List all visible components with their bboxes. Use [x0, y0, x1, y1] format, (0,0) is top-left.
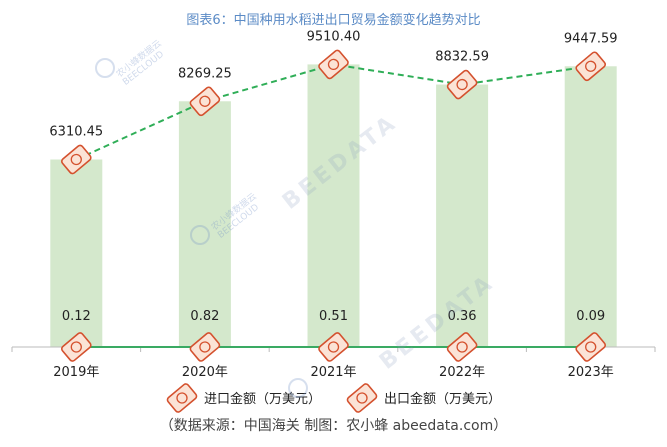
export-bar-2019年: [50, 159, 103, 347]
watermark-logo-1: [95, 58, 115, 78]
export-marker-2023年: [575, 51, 607, 82]
export-bar-2023年: [564, 66, 617, 348]
import-label-2020年: 0.82: [190, 309, 219, 324]
x-label-2021年: 2021年: [310, 365, 356, 380]
export-bar-2022年: [436, 84, 489, 347]
export-label-2019年: 6310.45: [49, 124, 103, 139]
watermark-logo-2: [190, 225, 210, 245]
import-label-2023年: 0.09: [576, 309, 605, 324]
import-label-2019年: 0.12: [62, 309, 91, 324]
legend-export-marker: [346, 383, 378, 413]
chart-title: 图表6：中国种用水稻进出口贸易金额变化趋势对比: [186, 13, 481, 28]
import-marker-2019年: [60, 332, 92, 362]
import-marker-2020年: [189, 332, 221, 362]
import-label-2021年: 0.51: [319, 309, 348, 324]
x-label-2020年: 2020年: [182, 365, 228, 380]
import-marker-2023年: [575, 332, 607, 362]
x-label-2022年: 2022年: [439, 365, 485, 380]
export-marker-2021年: [318, 49, 349, 80]
import-marker-2021年: [318, 332, 349, 362]
export-marker-2019年: [60, 144, 92, 175]
export-bar-2021年: [307, 64, 360, 347]
export-marker-2020年: [189, 86, 221, 117]
import-marker-2022年: [446, 332, 478, 362]
export-label-2023年: 9447.59: [564, 31, 618, 46]
watermark-logo-3: [288, 378, 308, 398]
legend-export-label: 出口金额（万美元）: [384, 391, 501, 407]
export-label-2020年: 8269.25: [178, 66, 232, 81]
source-note: （数据来源：中国海关 制图：农小蜂 abeedata.com）: [159, 418, 508, 434]
export-marker-2022年: [446, 69, 478, 100]
import-label-2022年: 0.36: [448, 309, 477, 324]
export-label-2021年: 9510.40: [307, 29, 361, 44]
x-label-2023年: 2023年: [568, 365, 614, 380]
legend-import-marker: [166, 383, 198, 413]
export-label-2022年: 8832.59: [435, 50, 489, 65]
x-label-2019年: 2019年: [53, 365, 99, 380]
export-bar-2020年: [178, 101, 231, 347]
